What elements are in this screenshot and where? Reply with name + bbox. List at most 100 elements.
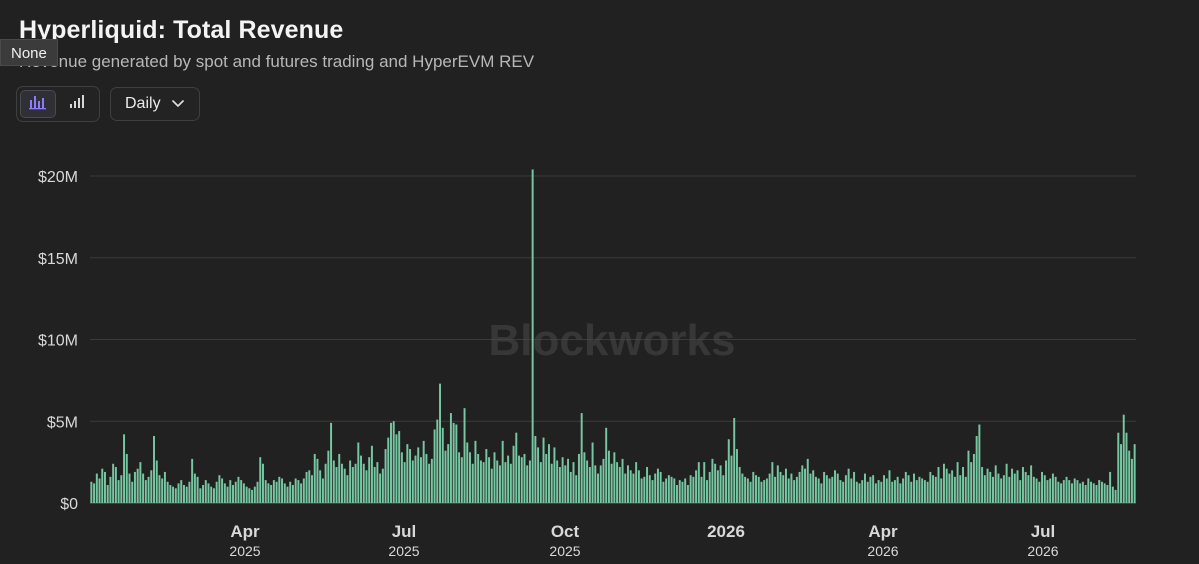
revenue-bar	[706, 480, 708, 503]
revenue-bar	[131, 481, 134, 503]
revenue-bar	[93, 483, 96, 503]
revenue-bar	[564, 465, 567, 503]
x-tick-year-label: 2025	[229, 543, 260, 559]
revenue-bar	[692, 476, 695, 503]
revenue-bar	[158, 475, 161, 503]
revenue-bar	[458, 452, 461, 503]
revenue-bar	[591, 442, 594, 503]
revenue-bar	[125, 453, 128, 503]
revenue-bar	[956, 462, 959, 504]
revenue-bar	[1122, 414, 1125, 503]
revenue-bar	[558, 467, 561, 503]
y-tick-label: $20M	[38, 169, 78, 186]
revenue-bar	[1117, 432, 1120, 503]
revenue-bar	[169, 485, 172, 503]
x-tick-label: Oct	[551, 522, 580, 541]
revenue-bar	[1032, 476, 1035, 503]
revenue-bar	[433, 429, 436, 503]
revenue-bar	[1100, 481, 1103, 503]
revenue-bar	[1084, 485, 1087, 503]
revenue-bar	[515, 432, 518, 503]
revenue-bar	[436, 419, 439, 503]
revenue-bar	[972, 453, 975, 503]
revenue-bar	[997, 473, 1000, 503]
revenue-bar	[665, 478, 668, 503]
revenue-bar	[106, 485, 109, 503]
revenue-bar	[662, 481, 665, 503]
revenue-bar	[1043, 475, 1046, 503]
revenue-bar	[776, 465, 779, 503]
revenue-bar	[1016, 470, 1019, 503]
revenue-bar	[242, 483, 245, 503]
revenue-bar	[294, 478, 297, 503]
revenue-bar	[286, 486, 289, 503]
revenue-bar	[368, 457, 371, 503]
bar-chart-icon	[28, 94, 48, 115]
revenue-bar	[667, 475, 670, 503]
revenue-bar	[381, 468, 384, 503]
revenue-bar	[711, 458, 714, 503]
revenue-bar	[725, 460, 728, 503]
revenue-bar	[719, 465, 722, 503]
revenue-bar	[221, 478, 224, 503]
stacked-bar-button[interactable]	[60, 90, 96, 118]
revenue-bar	[730, 455, 733, 503]
chart-title: Hyperliquid: Total Revenue	[19, 16, 344, 44]
revenue-bar	[760, 481, 763, 503]
revenue-bar	[910, 481, 913, 503]
revenue-bar	[1076, 480, 1079, 503]
revenue-bar	[708, 471, 711, 503]
revenue-bar	[1051, 473, 1054, 503]
y-tick-label: $10M	[38, 333, 78, 350]
revenue-bar	[659, 471, 662, 503]
revenue-bar	[232, 485, 234, 503]
revenue-bar	[112, 463, 115, 503]
revenue-bar	[716, 470, 719, 503]
revenue-bar	[1021, 467, 1024, 503]
x-tick-label: Apr	[868, 522, 898, 541]
revenue-bar	[1027, 475, 1030, 503]
revenue-bar	[992, 476, 994, 503]
revenue-bar	[534, 435, 537, 503]
revenue-bar	[223, 483, 226, 503]
revenue-bar	[874, 483, 877, 503]
revenue-bar	[735, 449, 738, 503]
revenue-bar	[202, 485, 205, 503]
revenue-bar	[673, 478, 676, 503]
revenue-bar	[782, 475, 785, 503]
frequency-dropdown[interactable]: Daily	[110, 87, 200, 121]
revenue-bar	[302, 478, 305, 503]
revenue-bar	[1068, 480, 1071, 503]
revenue-bar	[210, 486, 213, 503]
revenue-bar	[114, 467, 117, 503]
revenue-bar	[539, 462, 542, 504]
revenue-bar	[305, 471, 308, 503]
revenue-bar	[278, 476, 281, 503]
revenue-bar	[501, 440, 504, 503]
revenue-bar	[207, 483, 210, 503]
revenue-bar	[831, 476, 834, 503]
revenue-bar	[335, 467, 338, 503]
revenue-bar	[836, 473, 839, 503]
revenue-bar	[537, 447, 540, 503]
revenue-bar	[828, 478, 831, 503]
revenue-bar	[1109, 471, 1112, 503]
revenue-bar	[834, 470, 836, 503]
revenue-bar	[439, 383, 442, 503]
revenue-bar	[1035, 478, 1038, 503]
chart-controls: Daily	[16, 86, 200, 122]
revenue-bar	[441, 427, 444, 503]
revenue-bar	[332, 460, 335, 503]
revenue-bar	[1065, 476, 1068, 503]
revenue-bar	[531, 169, 534, 503]
revenue-bar	[853, 471, 856, 503]
revenue-bar	[722, 475, 725, 503]
bar-chart-button[interactable]	[20, 90, 56, 118]
revenue-bar	[272, 480, 275, 503]
revenue-bar	[899, 483, 902, 503]
revenue-bar	[161, 478, 164, 503]
revenue-bar	[188, 481, 191, 503]
revenue-bar	[643, 476, 646, 503]
x-tick-label: Jul	[1031, 522, 1056, 541]
revenue-bar	[311, 475, 313, 503]
